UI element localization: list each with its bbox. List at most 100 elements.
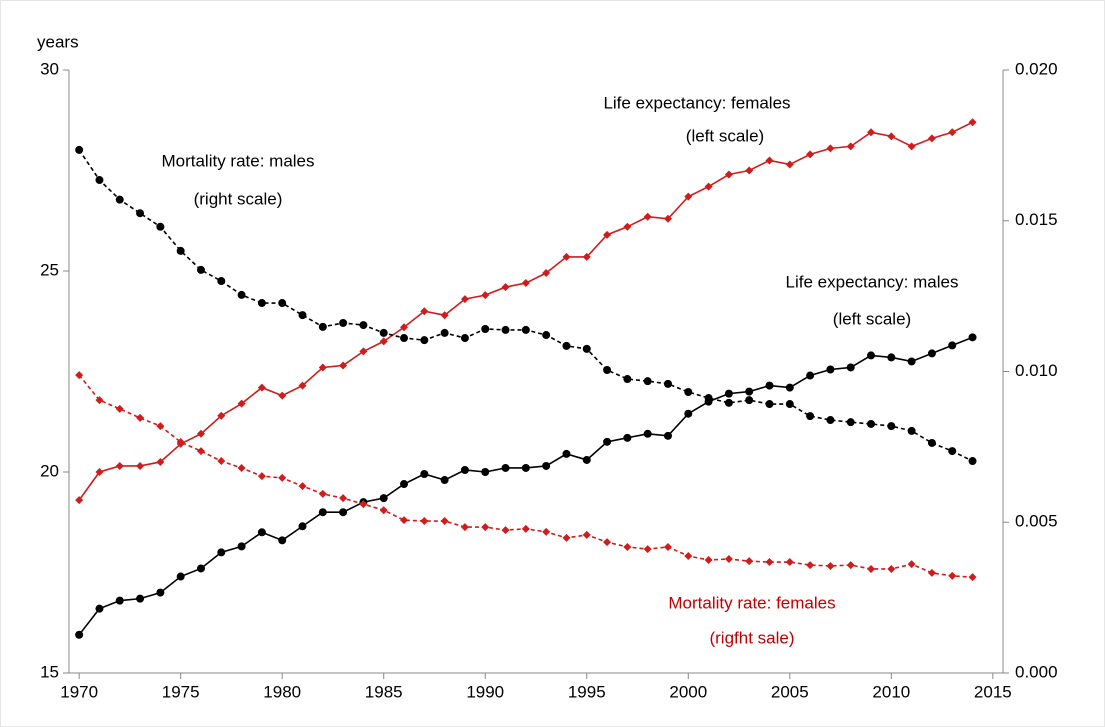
y2-tick-label: 0.020: [1015, 59, 1058, 78]
point: [95, 176, 104, 185]
point: [339, 508, 348, 517]
point: [481, 324, 490, 333]
point: [95, 396, 104, 405]
point: [196, 429, 205, 438]
x-tick-label: 2015: [974, 682, 1012, 701]
point: [217, 411, 226, 420]
x-tick-label: 1995: [568, 682, 606, 701]
point: [298, 482, 307, 491]
point: [968, 118, 977, 127]
point: [826, 416, 835, 425]
point: [663, 214, 672, 223]
point: [623, 542, 632, 551]
point: [724, 555, 733, 564]
point: [318, 489, 327, 498]
point: [623, 433, 632, 442]
point: [75, 145, 84, 154]
point: [400, 334, 409, 343]
point: [704, 182, 713, 191]
point: [196, 564, 205, 573]
point: [948, 341, 957, 350]
point: [826, 561, 835, 570]
x-tick-label: 2005: [771, 682, 809, 701]
point: [927, 568, 936, 577]
y2-tick-label: 0.015: [1015, 210, 1058, 229]
point: [765, 381, 774, 390]
point: [867, 564, 876, 573]
point: [542, 269, 551, 278]
point: [460, 523, 469, 532]
point: [948, 447, 957, 456]
point: [867, 351, 876, 360]
point: [278, 536, 287, 545]
point: [907, 357, 916, 366]
point: [785, 160, 794, 169]
point: [785, 383, 794, 392]
point: [136, 209, 145, 218]
point: [846, 363, 855, 372]
series-line: [78, 336, 973, 636]
point: [521, 325, 530, 334]
x-tick-label: 1990: [466, 682, 504, 701]
point: [400, 323, 409, 332]
point: [887, 422, 896, 431]
point: [521, 279, 530, 288]
point: [75, 496, 84, 505]
point: [237, 290, 246, 299]
point: [156, 457, 165, 466]
point: [440, 328, 449, 337]
point: [278, 473, 287, 482]
point: [481, 291, 490, 300]
y2-tick-label: 0.000: [1015, 662, 1058, 681]
point: [643, 429, 652, 438]
point: [846, 561, 855, 570]
point: [440, 476, 449, 485]
point: [826, 365, 835, 374]
point: [765, 558, 774, 567]
point: [562, 252, 571, 261]
point: [217, 548, 226, 557]
point: [562, 341, 571, 350]
x-tick-label: 2010: [872, 682, 910, 701]
point: [684, 552, 693, 561]
point: [115, 461, 124, 470]
point: [115, 596, 124, 605]
point: [196, 265, 205, 274]
y-tick-label: 25: [40, 260, 59, 279]
point: [603, 437, 612, 446]
point: [196, 447, 205, 456]
point: [95, 468, 104, 476]
point: [217, 457, 226, 466]
point: [582, 344, 591, 353]
point: [521, 463, 530, 472]
x-tick-label: 1975: [162, 682, 200, 701]
point: [603, 538, 612, 547]
point: [826, 144, 835, 153]
point: [176, 572, 185, 581]
point: [623, 375, 632, 384]
point: [75, 630, 84, 639]
point: [339, 318, 348, 327]
point: [237, 463, 246, 472]
point: [481, 523, 490, 532]
annotation: (left scale): [686, 126, 764, 145]
point: [501, 526, 510, 535]
point: [765, 156, 774, 165]
point: [257, 299, 266, 308]
point: [785, 400, 794, 409]
point: [156, 422, 165, 431]
point: [217, 277, 226, 286]
point: [785, 558, 794, 567]
annotation: Life expectancy: males: [786, 272, 959, 291]
point: [907, 560, 916, 569]
x-tick-label: 1980: [263, 682, 301, 701]
point: [542, 331, 551, 340]
point: [501, 463, 510, 472]
point: [745, 557, 754, 566]
point: [237, 399, 246, 408]
annotation: Life expectancy: females: [603, 93, 790, 112]
point: [603, 230, 612, 239]
point: [948, 571, 957, 580]
point: [582, 530, 591, 539]
point: [257, 472, 266, 481]
